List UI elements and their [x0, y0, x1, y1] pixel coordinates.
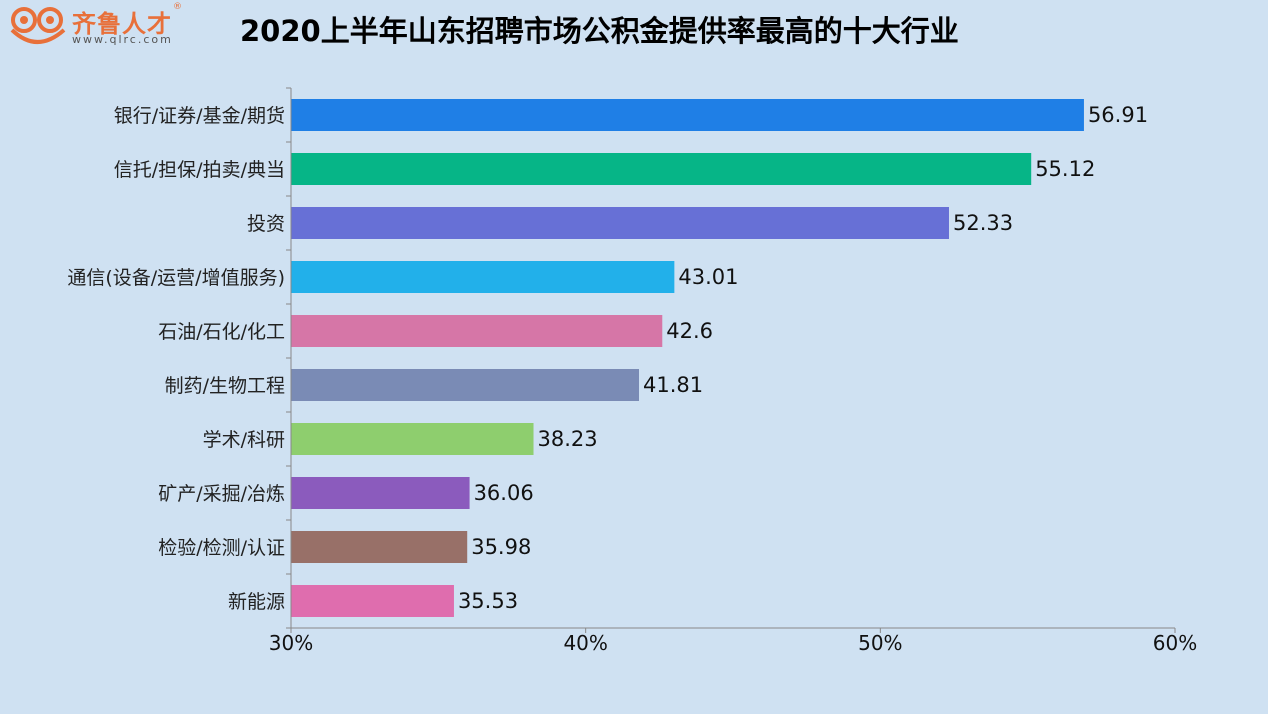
category-label: 制药/生物工程	[165, 375, 285, 397]
bar	[291, 153, 1032, 185]
bar	[291, 585, 454, 617]
category-label: 矿产/采掘/冶炼	[158, 483, 285, 505]
category-label: 学术/科研	[203, 429, 285, 451]
x-tick-label: 40%	[563, 631, 607, 655]
bar	[291, 315, 663, 347]
chart-title: 2020上半年山东招聘市场公积金提供率最高的十大行业	[240, 14, 959, 48]
value-label: 36.06	[474, 481, 534, 505]
value-label: 35.98	[471, 535, 531, 559]
bar	[291, 423, 534, 455]
bar	[291, 99, 1084, 131]
value-label: 56.91	[1088, 103, 1148, 127]
category-label: 通信(设备/运营/增值服务)	[67, 267, 285, 289]
value-label: 42.6	[666, 319, 713, 343]
logo-url: www.qlrc.com	[72, 33, 173, 46]
value-label: 43.01	[678, 265, 738, 289]
value-label: 41.81	[643, 373, 703, 397]
category-label: 新能源	[228, 591, 285, 613]
category-label: 投资	[247, 213, 285, 235]
bar	[291, 261, 675, 293]
bar	[291, 477, 470, 509]
logo-text: 齐鲁人才	[72, 10, 172, 38]
bar	[291, 531, 468, 563]
x-tick-label: 30%	[269, 631, 313, 655]
value-label: 52.33	[953, 211, 1013, 235]
category-label: 银行/证券/基金/期货	[114, 105, 285, 127]
logo-registered-mark: ®	[173, 2, 182, 12]
category-label: 信托/担保/拍卖/典当	[114, 159, 285, 181]
value-label: 38.23	[538, 427, 598, 451]
value-label: 35.53	[458, 589, 518, 613]
frog-logo-icon	[10, 7, 66, 44]
bar	[291, 207, 949, 239]
category-label: 石油/石化/化工	[158, 321, 285, 343]
bar	[291, 369, 640, 401]
category-label: 检验/检测/认证	[158, 537, 285, 559]
x-tick-label: 60%	[1153, 631, 1197, 655]
x-tick-label: 50%	[858, 631, 902, 655]
value-label: 55.12	[1035, 157, 1095, 181]
